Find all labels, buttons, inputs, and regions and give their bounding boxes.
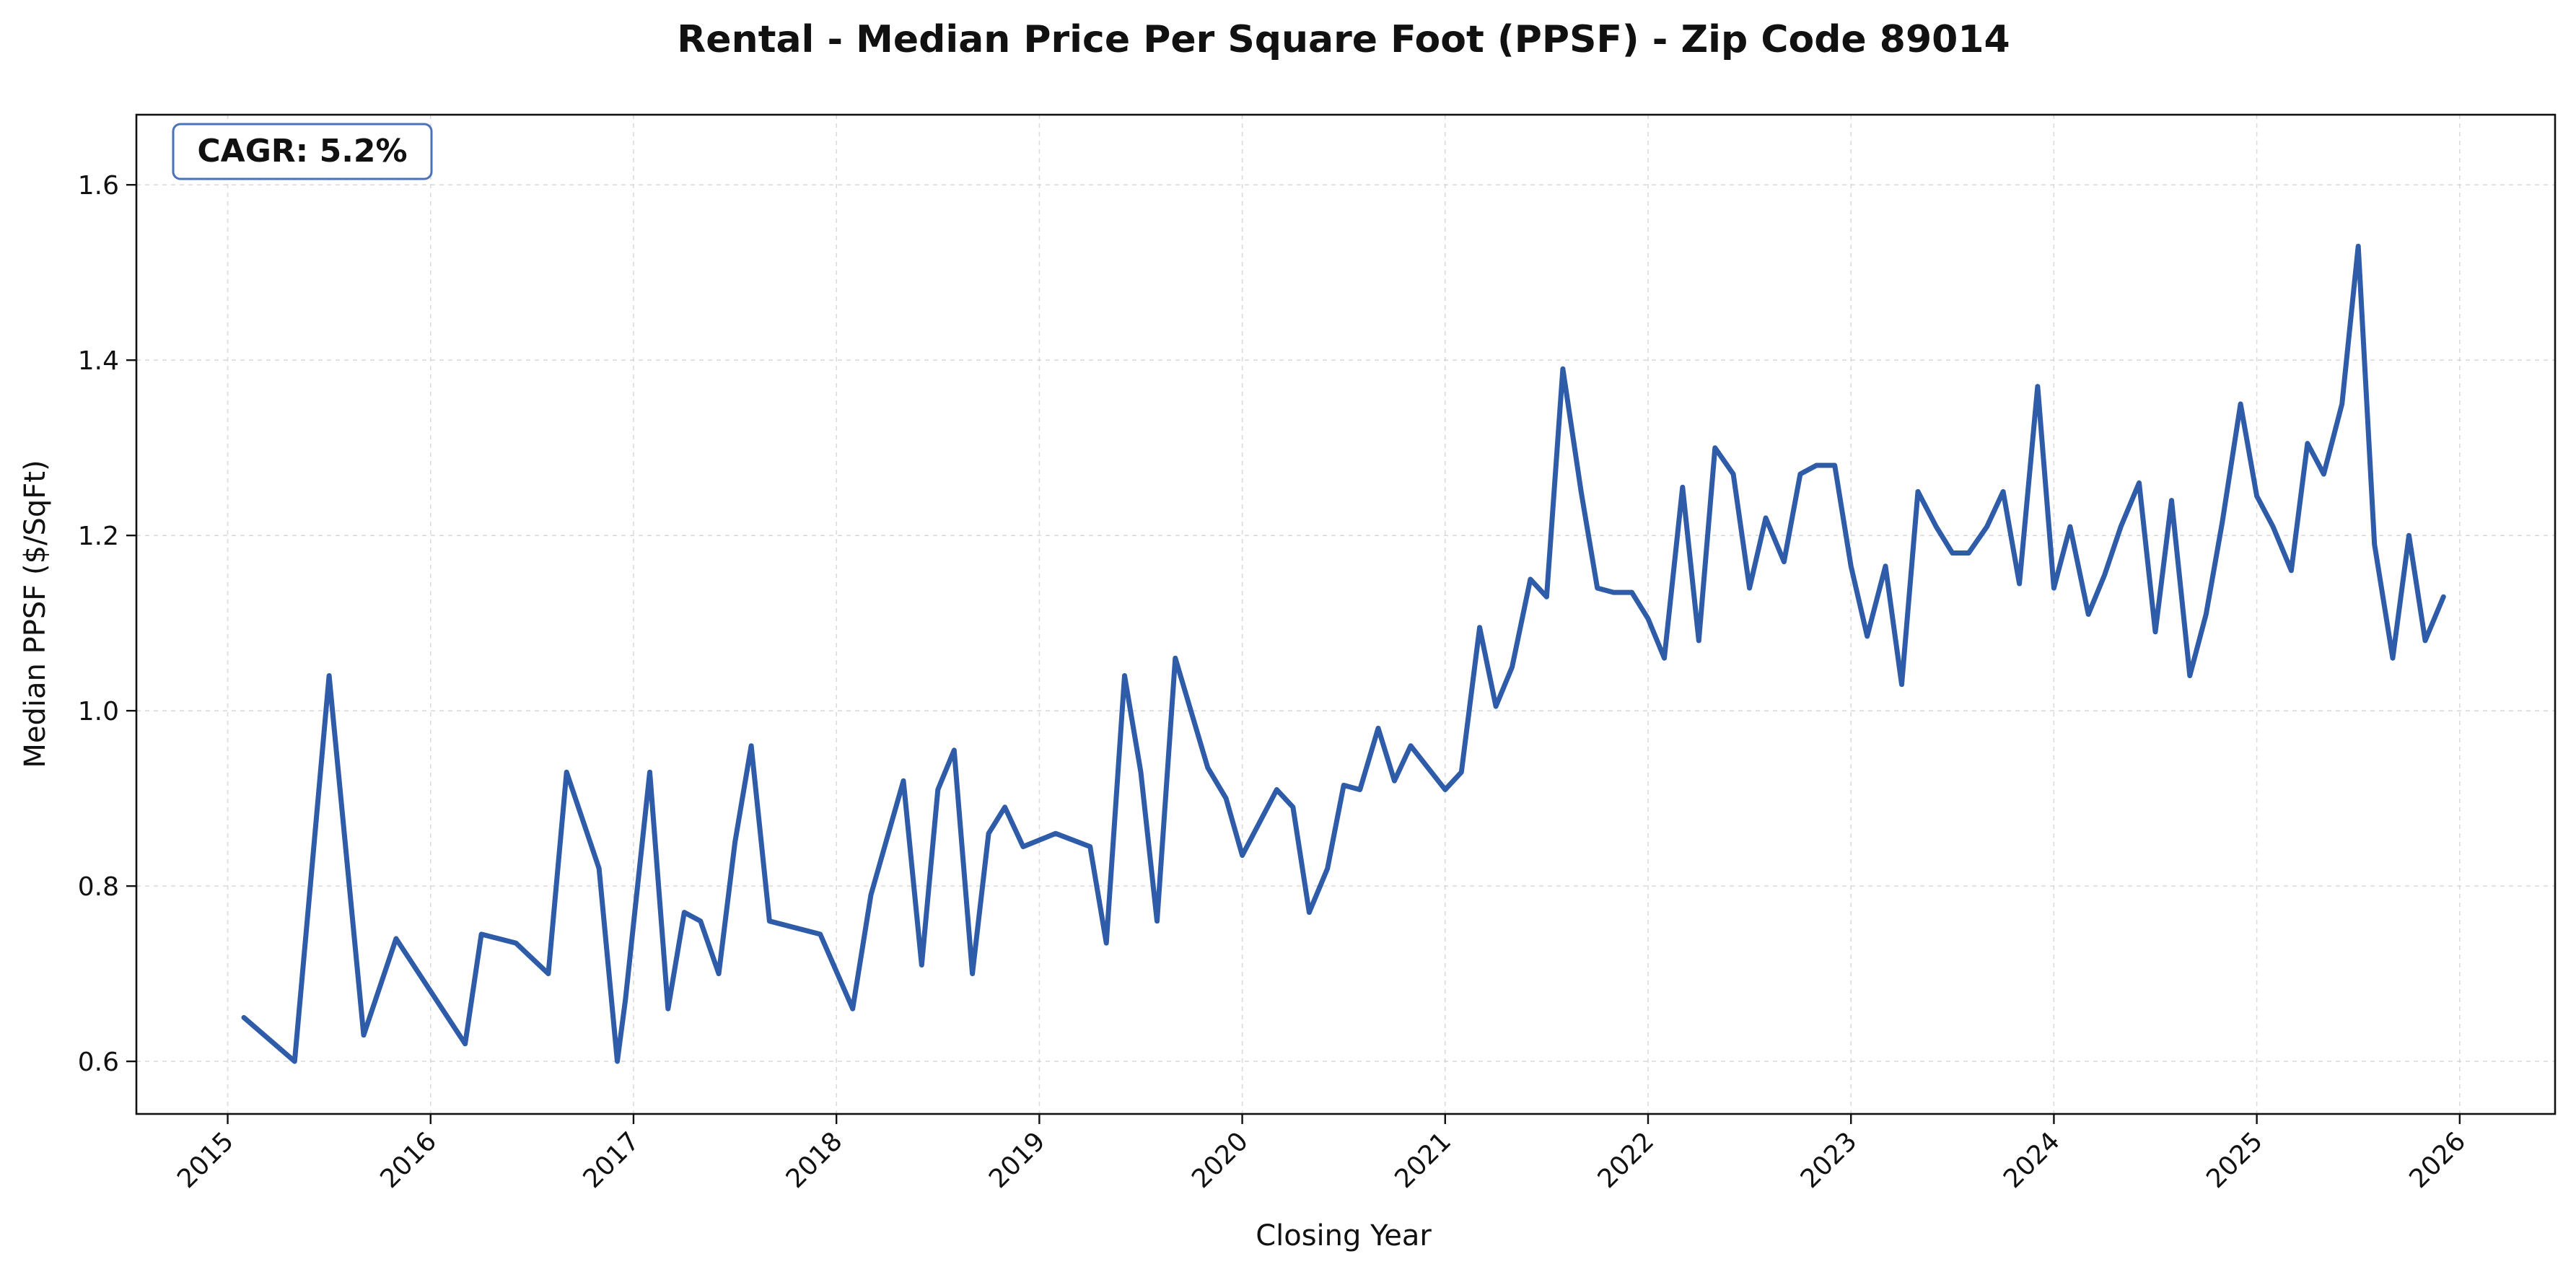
plot-frame [135, 113, 2557, 1115]
series-line-median-ppsf [241, 243, 2446, 1064]
y-tick-label: 1.6 [78, 171, 119, 201]
x-tick-label: 2025 [2201, 1126, 2269, 1194]
grid-layer [136, 115, 2555, 1114]
x-axis-label: Closing Year [1256, 1219, 1432, 1252]
x-tick-label: 2019 [983, 1126, 1051, 1194]
y-tick-label: 1.0 [78, 697, 119, 727]
series-layer [241, 243, 2446, 1064]
x-tick-label: 2016 [374, 1126, 442, 1194]
y-axis: 0.6 0.8 1.0 1.2 1.4 1.6 [78, 171, 136, 1077]
cagr-label: CAGR: 5.2% [197, 133, 407, 170]
x-tick-label: 2024 [1998, 1126, 2066, 1194]
x-tick-label: 2021 [1389, 1126, 1457, 1194]
y-tick-label: 0.6 [78, 1048, 119, 1077]
y-tick-label: 1.4 [78, 346, 119, 376]
cagr-annotation: CAGR: 5.2% [172, 123, 433, 180]
x-tick-label: 2023 [1795, 1126, 1863, 1194]
y-tick-label: 1.2 [78, 522, 119, 551]
chart-title: Rental - Median Price Per Square Foot (P… [677, 18, 2010, 61]
x-tick-label: 2015 [172, 1126, 240, 1194]
x-tick-label: 2020 [1186, 1126, 1254, 1194]
x-tick-label: 2022 [1593, 1126, 1660, 1194]
y-tick-label: 0.8 [78, 872, 119, 902]
cagr-box [172, 123, 433, 180]
x-tick-label: 2018 [781, 1126, 849, 1194]
y-axis-label: Median PPSF ($/SqFt) [19, 460, 52, 768]
x-tick-label: 2026 [2404, 1126, 2471, 1194]
x-axis: 2015 2016 2017 2018 2019 2020 2021 2022 2023 2024… [172, 1114, 2471, 1194]
x-tick-label: 2017 [578, 1126, 646, 1194]
